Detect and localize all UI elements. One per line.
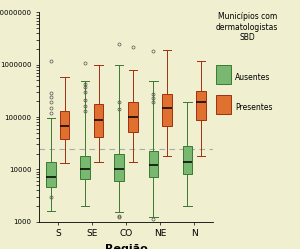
FancyBboxPatch shape	[114, 154, 124, 181]
FancyBboxPatch shape	[216, 95, 231, 114]
FancyBboxPatch shape	[162, 94, 172, 126]
Text: Ausentes: Ausentes	[235, 73, 271, 82]
FancyBboxPatch shape	[196, 91, 206, 120]
FancyBboxPatch shape	[60, 111, 69, 139]
X-axis label: Região: Região	[105, 244, 147, 249]
Text: Presentes: Presentes	[235, 103, 273, 112]
FancyBboxPatch shape	[46, 162, 56, 187]
FancyBboxPatch shape	[94, 104, 104, 137]
Text: Municípios com
dermatologistas
SBD: Municípios com dermatologistas SBD	[216, 12, 278, 42]
FancyBboxPatch shape	[128, 102, 138, 132]
FancyBboxPatch shape	[183, 146, 192, 174]
FancyBboxPatch shape	[148, 151, 158, 178]
FancyBboxPatch shape	[216, 65, 231, 84]
FancyBboxPatch shape	[80, 156, 90, 179]
